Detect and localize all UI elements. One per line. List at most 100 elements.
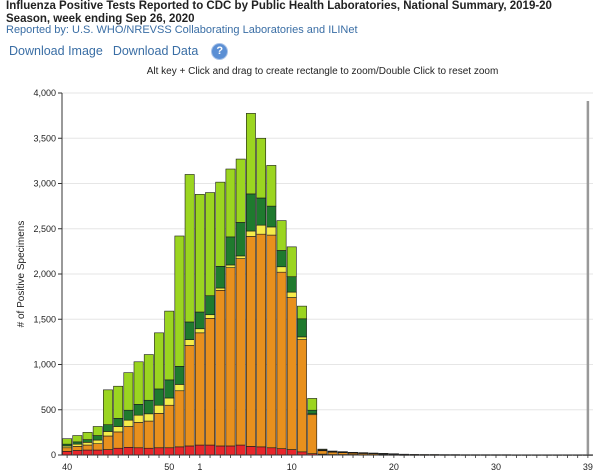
download-data-link[interactable]: Download Data — [112, 44, 199, 58]
bar-segment-orange — [307, 414, 318, 454]
bar-segment-yellow — [154, 404, 164, 414]
bar-segment-yellow — [103, 431, 113, 437]
y-tick-label: 4,000 — [33, 88, 56, 98]
bar-segment-orange — [215, 289, 226, 447]
bar-segment-orange — [72, 446, 83, 451]
bar-segment-yellow — [297, 336, 307, 340]
bar-segment-red — [72, 450, 83, 456]
bar-segment-yellow — [92, 439, 103, 444]
bar-segment-light_green — [378, 453, 389, 455]
bar-segment-orange — [205, 318, 215, 446]
bar-segment-dark_green — [133, 404, 144, 416]
y-tick-label: 3,000 — [33, 179, 56, 189]
bar-segment-light_green — [113, 385, 124, 419]
bar-segment-light_green — [317, 448, 328, 451]
bar-segment-dark_green — [225, 236, 236, 266]
help-icon[interactable]: ? — [211, 42, 229, 60]
bar-segment-orange — [297, 339, 307, 453]
y-tick-label: 500 — [41, 405, 56, 415]
bar-segment-red — [225, 445, 236, 456]
page-title: Influenza Positive Tests Reported to CDC… — [6, 0, 552, 25]
bar-segment-dark_green — [184, 321, 195, 340]
bar-segment-dark_green — [154, 388, 164, 406]
bar-segment-yellow — [205, 314, 215, 319]
toolbar: Download Image Download Data ? — [9, 42, 229, 60]
bar-segment-dark_green — [246, 193, 256, 232]
bar-segment-orange — [276, 271, 287, 449]
bar-segment-dark_green — [113, 418, 124, 427]
bar-segment-orange — [266, 234, 277, 449]
bar-segment-dark_green — [276, 250, 287, 268]
bar-segment-red — [286, 449, 297, 456]
bar-segment-light_green — [215, 181, 226, 267]
bar-segment-yellow — [246, 230, 256, 237]
axes: 0 500 1,000 1,500 2,000 2,500 3,000 3,500 4,000 4… — [33, 88, 593, 472]
y-tick-label: 1,000 — [33, 360, 56, 370]
bar-segment-light_green — [164, 310, 175, 381]
bar-segment-dark_green — [174, 366, 185, 385]
bar-segment-red — [246, 446, 256, 456]
y-tick-label: 2,000 — [33, 269, 56, 279]
bar-segment-dark_green — [286, 276, 297, 293]
bar-segment-orange — [174, 390, 185, 448]
bar-segment-orange — [235, 258, 246, 446]
bar-segment-dark_green — [103, 424, 113, 432]
bar-segment-orange — [62, 447, 73, 452]
bar-segment-yellow — [235, 255, 246, 259]
bar-segment-light_green — [133, 361, 144, 405]
download-image-link[interactable]: Download Image — [9, 44, 103, 58]
x-tick-label: 20 — [389, 462, 399, 472]
bar-segment-light_green — [92, 426, 103, 436]
bar-segment-orange — [133, 422, 144, 449]
bar-segment-red — [133, 447, 144, 456]
bar-segment-dark_green — [307, 409, 318, 415]
bar-segment-yellow — [184, 339, 195, 346]
bar-segment-red — [82, 449, 93, 456]
bar-segment-light_green — [368, 452, 379, 454]
y-tick-label: 0 — [51, 450, 56, 460]
bar-segment-orange — [286, 297, 297, 450]
bar-segment-yellow — [194, 328, 205, 334]
bar-segment-light_green — [184, 174, 195, 323]
reported-by: Reported by: U.S. WHO/NREVSS Collaborati… — [6, 24, 358, 36]
bar-segment-orange — [82, 444, 93, 451]
bar-segment-light_green — [297, 305, 307, 320]
bar-segment-red — [154, 447, 164, 456]
bar-segment-red — [174, 446, 185, 456]
bar-segment-red — [276, 448, 287, 456]
bar-segment-red — [205, 444, 215, 456]
bar-segment-light_green — [123, 372, 134, 411]
bar-segment-orange — [154, 413, 164, 449]
bar-segment-light_green — [225, 168, 236, 238]
bar-segment-orange — [143, 420, 154, 449]
bars — [62, 101, 593, 456]
bar-segment-red — [113, 447, 124, 456]
bar-segment-dark_green — [92, 435, 103, 441]
bar-segment-yellow — [174, 384, 185, 392]
bar-segment-red — [143, 447, 154, 456]
bar-segment-light_green — [143, 354, 154, 401]
x-tick-label: 50 — [164, 462, 174, 472]
bar-segment-yellow — [82, 442, 93, 446]
bar-segment-dark_green — [215, 266, 226, 289]
bar-segment-light_green — [154, 332, 164, 390]
x-tick-label: 10 — [287, 462, 297, 472]
bar-segment-dark_green — [194, 311, 205, 330]
bar-segment-light_green — [276, 220, 287, 251]
bar-segment-dark_green — [72, 441, 83, 445]
bar-segment-yellow — [164, 397, 175, 406]
bar-segment-red — [103, 449, 113, 456]
bar-segment-light_green — [327, 450, 338, 452]
bar-segment-yellow — [286, 291, 297, 298]
y-tick-label: 3,500 — [33, 133, 56, 143]
bar-segment-red — [266, 447, 277, 456]
bar-segment-yellow — [143, 413, 154, 422]
bar-segment-yellow — [256, 224, 267, 235]
bar-segment-dark_green — [205, 295, 215, 316]
bar-segment-light_green — [358, 452, 369, 454]
bar-segment-yellow — [123, 419, 134, 427]
bar-segment-light_green — [337, 451, 348, 453]
y-axis-label: # of Positive Specimens — [16, 221, 27, 328]
bar-segment-dark_green — [123, 409, 134, 421]
